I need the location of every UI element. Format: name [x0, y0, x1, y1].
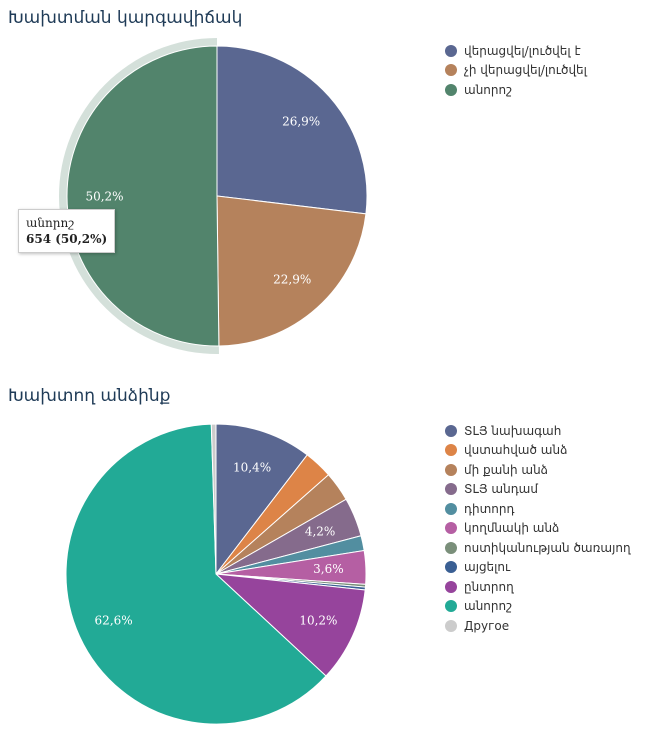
legend-item[interactable]: ՏԼՅ նախագահ: [445, 421, 631, 441]
legend-item[interactable]: ՏԼՅ անդամ: [445, 480, 631, 500]
legend-marker-icon: [445, 83, 457, 96]
pie-chart-status: 26,9% 22,9% 50,2%: [59, 38, 368, 354]
tooltip: անորոշ 654 (50,2%): [18, 209, 116, 253]
legend-item[interactable]: այցելու: [445, 558, 631, 578]
tooltip-value: 654 (50,2%): [26, 232, 108, 246]
legend-item[interactable]: վստահված անձ: [445, 441, 631, 461]
legend-item[interactable]: մի քանի անձ: [445, 460, 631, 480]
legend-label: դիտորդ: [464, 501, 515, 516]
legend-marker-icon: [445, 541, 457, 554]
legend-violators: ՏԼՅ նախագահ վստահված անձ մի քանի անձ ՏԼՅ ան…: [445, 421, 631, 636]
legend-item[interactable]: դիտորդ: [445, 499, 631, 519]
data-label: 3,6%: [313, 562, 344, 576]
tooltip-name: անորոշ: [26, 216, 74, 230]
data-label: 4,2%: [305, 524, 336, 538]
data-label: 22,9%: [273, 273, 311, 287]
data-label: 62,6%: [95, 614, 133, 628]
legend-status: վերացվել/լուծվել է չի վերացվել/լուծվել անո…: [445, 41, 587, 100]
data-label: 26,9%: [282, 114, 320, 128]
pie-slice-0[interactable]: [215, 423, 308, 576]
pie-slice-0[interactable]: [216, 45, 368, 215]
pie-chart-violators: 10,4% 4,2% 3,6% 10,2% 62,6%: [65, 423, 367, 725]
legend-item[interactable]: ոստիկանության ծառայող: [445, 538, 631, 558]
legend-label: չի վերացվել/լուծվել: [464, 63, 587, 78]
legend-item[interactable]: կողմնակի անձ: [445, 519, 631, 539]
legend-marker-icon: [445, 44, 457, 57]
data-label: 50,2%: [85, 190, 123, 204]
legend-item[interactable]: ընտրող: [445, 577, 631, 597]
legend-label: ՏԼՅ նախագահ: [464, 423, 562, 438]
legend-label: այցելու: [464, 560, 511, 575]
legend-marker-icon: [445, 619, 457, 632]
legend-marker-icon: [445, 444, 457, 457]
legend-label: մի քանի անձ: [464, 462, 548, 477]
legend-label: Другое: [464, 618, 510, 633]
legend-item[interactable]: անորոշ: [445, 80, 587, 100]
legend-label: անորոշ: [464, 82, 513, 97]
legend-marker-icon: [445, 522, 457, 535]
pie-slice-9[interactable]: [65, 423, 327, 725]
legend-label: ոստիկանության ծառայող: [464, 540, 631, 555]
legend-label: կողմնակի անձ: [464, 521, 560, 536]
legend-label: անորոշ: [464, 599, 513, 614]
legend-label: ՏԼՅ անդամ: [464, 482, 538, 497]
legend-marker-icon: [445, 424, 457, 437]
legend-item[interactable]: չի վերացվել/լուծվել: [445, 61, 587, 81]
legend-marker-icon: [445, 463, 457, 476]
legend-marker-icon: [445, 580, 457, 593]
legend-marker-icon: [445, 64, 457, 77]
pie-slice-2[interactable]: [66, 45, 220, 347]
legend-marker-icon: [445, 561, 457, 574]
legend-item[interactable]: վերացվել/լուծվել է: [445, 41, 587, 61]
chart-title-1: Խախտման կարգավիճակ: [8, 8, 243, 28]
legend-label: վստահված անձ: [464, 443, 568, 458]
legend-item[interactable]: անորոշ: [445, 597, 631, 617]
data-label: 10,2%: [299, 614, 337, 628]
legend-item[interactable]: Другое: [445, 616, 631, 636]
data-label: 10,4%: [233, 460, 271, 474]
legend-label: ընտրող: [464, 579, 514, 594]
legend-label: վերացվել/լուծվել է: [464, 43, 581, 58]
legend-marker-icon: [445, 502, 457, 515]
legend-marker-icon: [445, 600, 457, 613]
pie-slice-1[interactable]: [216, 195, 367, 347]
legend-marker-icon: [445, 483, 457, 496]
pie-slice-10[interactable]: [210, 423, 217, 575]
pie-slice-8[interactable]: [214, 573, 366, 677]
chart-title-2: Խախտող անձինք: [8, 386, 171, 406]
